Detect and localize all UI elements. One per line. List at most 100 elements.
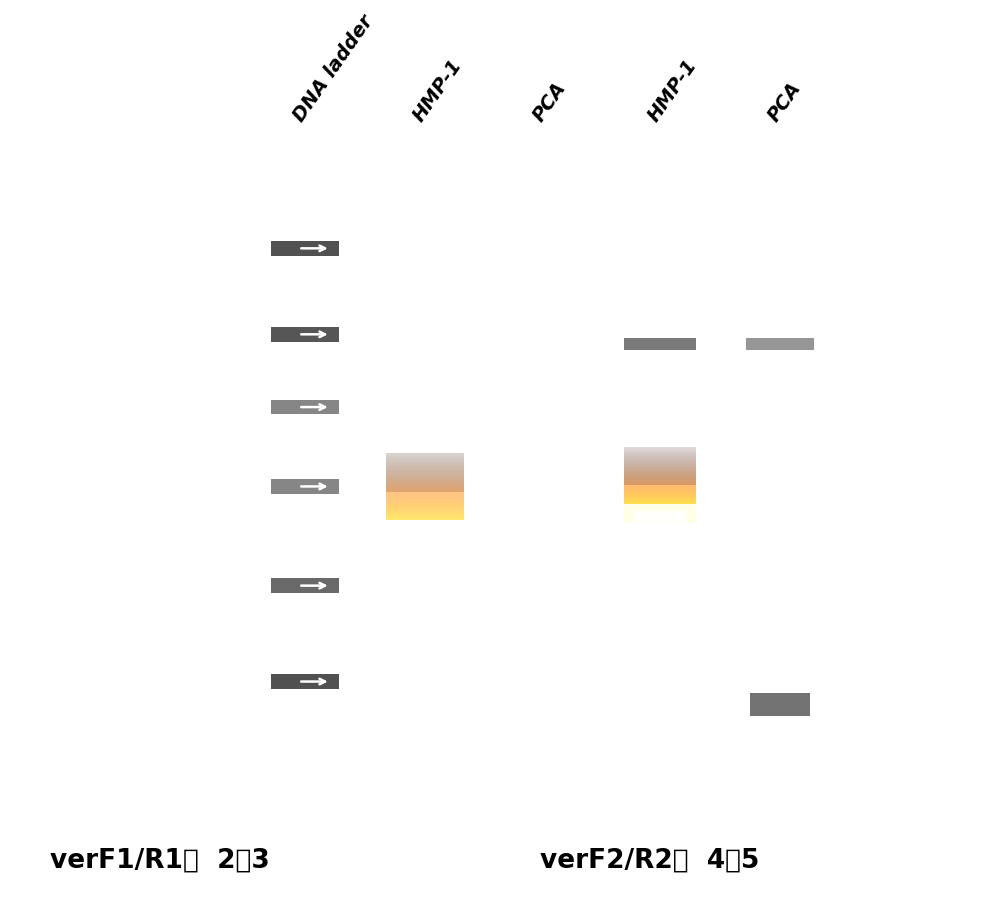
Bar [386,522,464,523]
Bar [624,487,696,488]
Bar [386,499,464,500]
Bar [624,505,696,506]
Bar [386,471,464,473]
Text: 3: 3 [537,147,553,170]
Bar [386,512,464,514]
Bar [386,538,464,540]
Bar [624,489,696,490]
Bar [624,468,696,469]
Bar [386,453,464,455]
Bar [271,241,339,255]
Bar [386,475,464,477]
Bar [271,674,339,689]
Bar [386,464,464,466]
Bar [624,482,696,483]
Bar [624,471,696,472]
Bar [624,513,696,514]
Bar [386,490,464,492]
Bar [386,520,464,522]
Bar [386,492,464,493]
Bar [624,458,696,459]
Bar [386,470,464,471]
Bar [386,457,464,458]
Bar [624,509,696,510]
Bar [386,535,464,536]
Bar [624,450,696,451]
Bar [386,489,464,490]
Bar [624,499,696,500]
Bar [624,460,696,461]
Bar [624,501,696,502]
Bar [624,495,696,496]
Bar [624,515,696,516]
Bar [624,479,696,480]
Bar [624,504,696,505]
Bar [386,480,464,481]
Bar [624,518,696,519]
Text: verF1/R1：  2、3: verF1/R1： 2、3 [50,848,270,873]
Bar [386,496,464,497]
Bar [394,532,456,549]
Bar [624,457,696,458]
Bar [624,520,696,521]
Bar [386,473,464,474]
Bar [624,496,696,497]
Bar [624,461,696,462]
Bar [386,526,464,527]
Bar [386,481,464,482]
Text: verF2/R2：  4、5: verF2/R2： 4、5 [540,848,759,873]
Bar [386,485,464,486]
Bar [386,488,464,489]
Bar [624,462,696,463]
Bar [386,456,464,457]
Bar [624,490,696,491]
Bar [624,467,696,468]
Bar [624,522,696,523]
Text: 100 bp: 100 bp [59,672,134,691]
Bar [386,530,464,531]
Bar [624,483,696,484]
Text: 5: 5 [772,147,788,170]
Text: 4: 4 [652,147,668,170]
Bar [624,475,696,476]
Bar [624,502,696,503]
Bar [624,514,696,515]
Bar [624,470,696,471]
Bar [386,529,464,530]
Bar [633,511,687,523]
Bar [624,451,696,452]
Bar [624,519,696,520]
Bar [386,487,464,488]
Bar [386,518,464,519]
Bar [386,514,464,515]
Bar [624,494,696,495]
Bar [386,510,464,511]
Bar [624,492,696,494]
Bar [386,516,464,517]
Text: 2000 bp: 2000 bp [59,239,147,258]
Bar [386,466,464,467]
Bar [624,338,696,351]
Bar [624,454,696,456]
Bar [386,497,464,499]
Bar [624,472,696,473]
Bar [386,458,464,459]
Bar [386,540,464,541]
Bar [386,460,464,462]
Bar [624,463,696,464]
Bar [386,463,464,464]
Bar [386,544,464,545]
Text: 2: 2 [417,147,433,170]
Text: 1000 bp: 1000 bp [59,325,147,343]
Bar [624,521,696,522]
Bar [624,453,696,454]
Bar [624,508,696,509]
Bar [386,523,464,524]
Bar [750,693,810,717]
Bar [624,497,696,498]
Bar [624,456,696,457]
Text: PCA: PCA [529,79,570,125]
Bar [386,501,464,503]
Text: DNA ladder: DNA ladder [289,12,377,125]
Text: 750 bp: 750 bp [59,398,134,417]
